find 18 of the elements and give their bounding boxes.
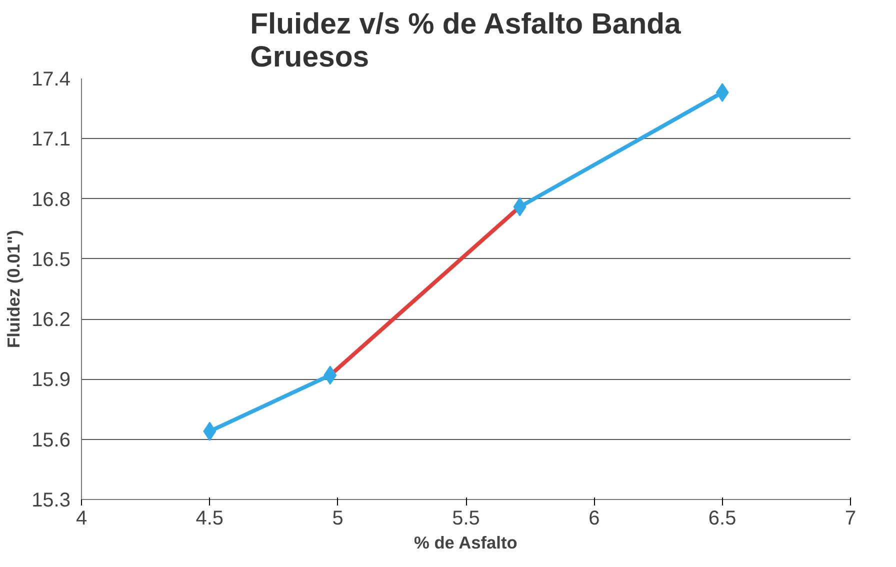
x-tick-label: 5.5 <box>452 508 480 530</box>
x-axis-title: % de Asfalto <box>414 532 518 552</box>
y-tick-label: 15.6 <box>32 429 71 452</box>
y-tick-label: 16.2 <box>32 309 71 332</box>
x-tick-label: 4 <box>76 508 88 530</box>
y-tick-label: 15.3 <box>32 490 71 512</box>
y-tick-label: 17.4 <box>32 68 71 90</box>
y-tick-label: 16.8 <box>32 188 71 211</box>
chart-title: Fluidez v/s % de Asfalto Banda Gruesos <box>250 8 682 74</box>
y-tick-label: 16.5 <box>32 248 71 271</box>
x-tick-label: 6.5 <box>708 508 736 530</box>
x-tick-label: 4.5 <box>196 508 224 530</box>
y-tick-label: 15.9 <box>32 369 71 392</box>
x-tick-label: 7 <box>844 508 856 530</box>
x-tick-label: 5 <box>332 508 344 530</box>
x-tick-label: 6 <box>588 508 600 530</box>
y-axis-title: Fluidez (0.01") <box>4 230 24 348</box>
y-tick-label: 17.1 <box>32 128 71 151</box>
